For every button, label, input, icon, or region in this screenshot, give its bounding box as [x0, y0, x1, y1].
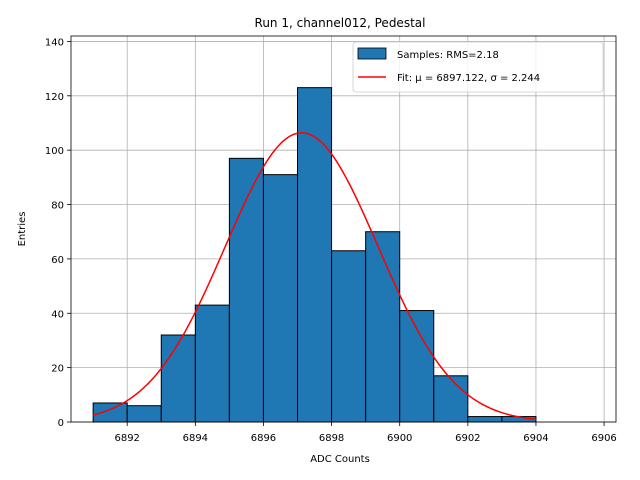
x-tick-label: 6892	[114, 433, 139, 444]
legend-swatch-samples	[357, 47, 387, 60]
histogram-bar	[399, 310, 435, 423]
histogram-bar	[262, 174, 299, 423]
y-tick-label: 40	[51, 309, 64, 320]
histogram-bar	[467, 416, 503, 423]
histogram-bar	[365, 231, 401, 423]
histogram-bar	[160, 334, 196, 423]
legend-box	[352, 41, 604, 93]
x-tick-label: 6896	[251, 433, 276, 444]
x-tick-label: 6906	[591, 433, 616, 444]
y-tick-label: 140	[45, 37, 64, 48]
histogram-bar	[126, 405, 162, 423]
x-tick-label: 6898	[319, 433, 344, 444]
legend-label-fit: Fit: μ = 6897.122, σ = 2.244	[397, 73, 540, 84]
y-axis-label: Entries	[17, 212, 28, 247]
chart-title: Run 1, channel012, Pedestal	[255, 16, 426, 30]
y-tick-label: 60	[51, 255, 64, 266]
histogram-bar	[433, 375, 469, 423]
x-axis-label: ADC Counts	[310, 454, 370, 465]
fit-curve	[92, 132, 537, 421]
y-tick-label: 0	[58, 418, 64, 429]
x-tick-label: 6894	[183, 433, 208, 444]
legend: Samples: RMS=2.18 Fit: μ = 6897.122, σ =…	[352, 41, 604, 93]
y-axis-ticks: 0 20 40 60 80 100 120 140	[45, 37, 71, 429]
x-axis-ticks: 6892 6894 6896 6898 6900 6902 6904 6906	[114, 422, 617, 444]
x-tick-label: 6902	[455, 433, 480, 444]
histogram-bar	[92, 402, 128, 423]
y-tick-label: 100	[45, 146, 64, 157]
legend-label-samples: Samples: RMS=2.18	[397, 50, 499, 61]
x-tick-label: 6900	[387, 433, 412, 444]
y-tick-label: 20	[51, 364, 64, 375]
x-tick-label: 6904	[523, 433, 548, 444]
histogram-bar	[194, 304, 230, 423]
histogram-bar	[331, 250, 367, 423]
axes-frame	[70, 35, 617, 423]
histogram-bar	[297, 87, 333, 423]
y-tick-label: 80	[51, 201, 64, 212]
y-tick-label: 120	[45, 92, 64, 103]
